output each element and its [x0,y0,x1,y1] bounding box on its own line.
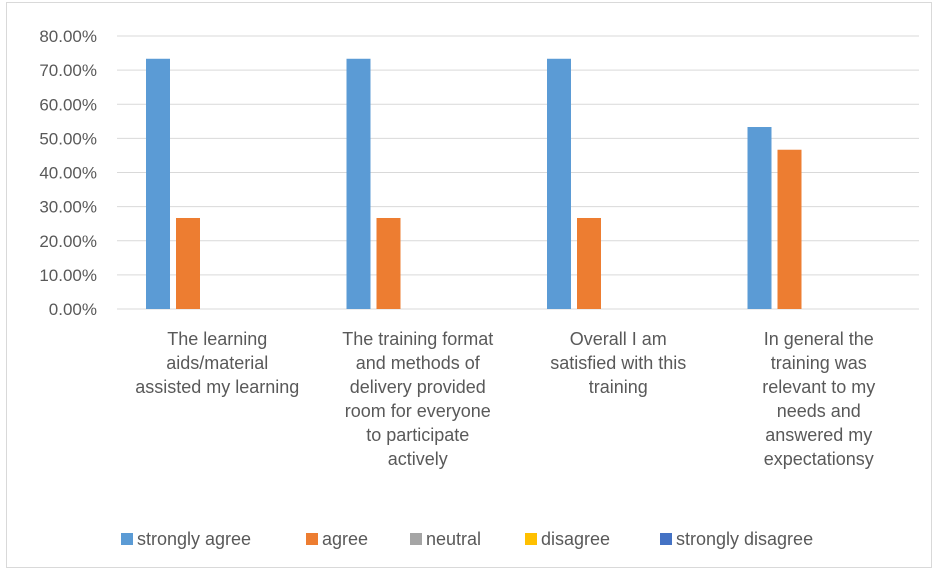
bar-strongly-agree [146,58,170,309]
x-category-label: room for everyone [345,401,491,421]
legend-label: strongly agree [137,529,251,549]
legend-label: neutral [426,529,481,549]
y-tick-label: 70.00% [39,61,97,80]
legend-swatch [660,533,672,545]
x-category-label: satisfied with this [550,353,686,373]
legend: strongly agree agree neutral disagree strong… [121,529,813,549]
y-tick-label: 0.00% [49,300,97,319]
bar-agree [577,217,601,309]
y-tick-label: 30.00% [39,198,97,217]
y-tick-label: 50.00% [39,129,97,148]
x-category-label: In general the [764,329,874,349]
bar-strongly-agree [747,127,772,309]
y-tick-label: 10.00% [39,266,97,285]
bar-strongly-agree [547,58,571,309]
legend-label: agree [322,529,368,549]
legend-swatch [525,533,537,545]
bars [146,58,802,309]
bar-strongly-agree [346,58,371,309]
y-axis-tick-labels: 0.00% 10.00% 20.00% 30.00% 40.00% 50.00% 60.00… [39,27,97,319]
bar-agree [777,149,802,309]
x-category-label: assisted my learning [135,377,299,397]
legend-swatch [121,533,133,545]
x-category-label: needs and [777,401,861,421]
bar-agree [376,217,401,309]
x-category-label: answered my [765,425,872,445]
x-category-label: training [589,377,648,397]
bar-agree [176,217,200,309]
x-category-label: and methods of [356,353,481,373]
x-category-label: aids/material [166,353,268,373]
legend-swatch [410,533,422,545]
x-category-label: training was [771,353,867,373]
x-category-label: actively [388,449,448,469]
y-tick-label: 60.00% [39,95,97,114]
x-category-label: to participate [366,425,469,445]
y-tick-label: 20.00% [39,232,97,251]
x-axis-category-labels: The learning aids/material assisted my lea… [135,329,875,469]
y-tick-label: 40.00% [39,164,97,183]
x-category-label: delivery provided [350,377,486,397]
x-category-label: relevant to my [762,377,875,397]
x-category-label: Overall I am [570,329,667,349]
x-category-label: The training format [342,329,493,349]
y-tick-label: 80.00% [39,27,97,46]
legend-label: strongly disagree [676,529,813,549]
x-category-label: The learning [167,329,267,349]
legend-swatch [306,533,318,545]
legend-label: disagree [541,529,610,549]
x-category-label: expectationsy [764,449,874,469]
